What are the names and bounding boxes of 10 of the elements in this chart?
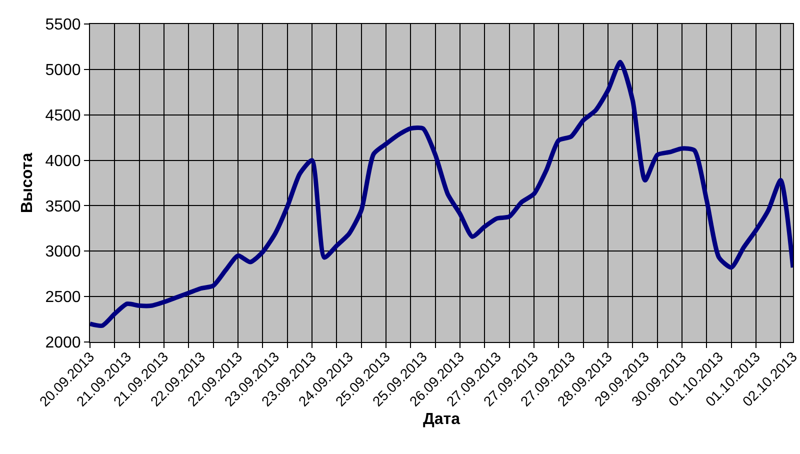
y-tick-label: 2000 (45, 334, 81, 352)
x-axis-title: Дата (422, 411, 460, 428)
y-tick-label: 4500 (45, 107, 81, 124)
y-tick-label: 2500 (45, 289, 81, 306)
y-tick-label: 5500 (45, 16, 81, 34)
y-tick-label: 3000 (45, 244, 81, 261)
y-tick-label: 3500 (45, 198, 81, 216)
y-tick-label: 4000 (45, 152, 81, 170)
y-tick-label: 5000 (45, 62, 81, 80)
y-axis-title: Высота (19, 152, 36, 214)
